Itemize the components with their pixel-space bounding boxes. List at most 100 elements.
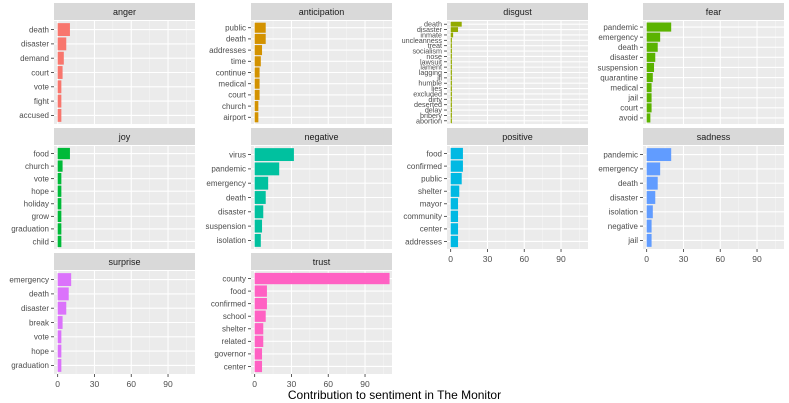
bar-uncleanness (450, 37, 452, 43)
bar-humble (450, 80, 452, 86)
x-tick-label: 30 (287, 379, 297, 389)
category-label: death (618, 43, 638, 52)
category-label: court (31, 68, 50, 77)
bar-shelter (254, 323, 264, 335)
panel-title: fear (706, 7, 722, 17)
panel-strip (54, 128, 195, 145)
category-label: dirty (428, 95, 442, 104)
category-label: jail (627, 236, 638, 245)
category-label: inmate (420, 30, 442, 39)
panel-trust: trust county food confirmed school shelter rel… (211, 253, 392, 389)
category-label: school (223, 312, 246, 321)
panel-title: joy (118, 132, 131, 142)
category-label: death (29, 25, 49, 34)
category-label: death (424, 20, 442, 29)
bar-treat (450, 43, 452, 49)
category-label: virus (229, 150, 246, 159)
panel-anger: anger death disaster demand court vote fight ac… (19, 3, 195, 124)
category-label: center (420, 225, 443, 234)
bar-court (57, 66, 63, 79)
bar-disaster (646, 191, 656, 204)
bar-death (57, 23, 70, 37)
category-label: lagging (419, 68, 442, 77)
category-label: disaster (417, 25, 443, 34)
bar-addresses (254, 45, 263, 56)
bar-accused (57, 108, 62, 122)
bar-airport (254, 112, 259, 123)
category-label: medical (610, 83, 638, 92)
category-label: disaster (610, 193, 638, 202)
category-label: death (226, 193, 246, 202)
x-tick-label: 0 (644, 254, 649, 264)
category-label: isolation (609, 208, 638, 217)
panel-strip (643, 128, 784, 145)
category-label: deserted (414, 100, 442, 109)
panel-background (643, 21, 784, 124)
panel-strip (54, 253, 195, 270)
panel-title: anticipation (299, 7, 345, 17)
category-label: vote (34, 174, 50, 183)
category-label: suspension (598, 63, 638, 72)
bar-hope (57, 344, 62, 358)
category-label: emergency (598, 33, 638, 42)
bar-public (450, 173, 462, 185)
panel-background (447, 146, 588, 249)
category-label: hope (31, 347, 49, 356)
panel-strip (54, 3, 195, 20)
panel-sadness: sadness pandemic emergency death disaster iso… (598, 128, 784, 264)
bar-death (646, 42, 658, 52)
category-label: nose (426, 52, 442, 61)
bar-demand (57, 51, 64, 65)
bar-center (254, 360, 263, 373)
bar-dirty (450, 96, 452, 102)
x-axis-title: Contribution to sentiment in The Monitor (287, 388, 502, 402)
bar-pandemic (646, 148, 672, 162)
category-label: graduation (11, 361, 49, 370)
bar-abortion (450, 118, 452, 124)
bar-school (254, 310, 266, 322)
category-label: church (222, 102, 246, 111)
bar-quarantine (646, 73, 653, 83)
bar-disaster (254, 205, 264, 219)
bar-confirmed (450, 160, 463, 172)
category-label: disaster (21, 304, 49, 313)
bar-governor (254, 348, 263, 360)
bar-holiday (57, 198, 62, 210)
category-label: child (33, 237, 49, 246)
category-label: delay (425, 106, 443, 115)
panel-joy: joy food church vote hope holiday grow graduati… (11, 128, 195, 249)
bar-lagging (450, 70, 452, 75)
category-label: isolation (217, 236, 246, 245)
category-label: suspension (206, 222, 246, 231)
x-tick-label: 0 (55, 379, 60, 389)
category-label: hope (31, 187, 49, 196)
bar-child (57, 235, 62, 248)
category-label: uncleanness (402, 36, 443, 45)
bar-vote (57, 173, 62, 185)
panel-title: negative (304, 132, 338, 142)
bar-death (646, 176, 658, 190)
category-label: jail (627, 94, 638, 103)
bar-continue (254, 67, 260, 78)
category-label: excluded (413, 89, 442, 98)
category-label: medical (218, 79, 246, 88)
x-tick-label: 60 (520, 254, 530, 264)
bar-jail (646, 93, 652, 103)
bar-mayor (450, 198, 459, 210)
bar-bribery (450, 113, 452, 118)
panel-title: sadness (697, 132, 731, 142)
bar-public (254, 22, 266, 33)
bar-nose (450, 53, 452, 59)
bar-medical (254, 78, 260, 89)
bar-ill (450, 75, 452, 81)
category-label: food (230, 287, 246, 296)
category-label: fight (34, 97, 50, 106)
bar-county (254, 272, 390, 285)
bar-emergency (254, 176, 269, 190)
bar-isolation (254, 233, 261, 247)
x-tick-label: 60 (716, 254, 726, 264)
bar-medical (646, 83, 652, 93)
panel-background (251, 271, 392, 374)
panel-strip (643, 3, 784, 20)
